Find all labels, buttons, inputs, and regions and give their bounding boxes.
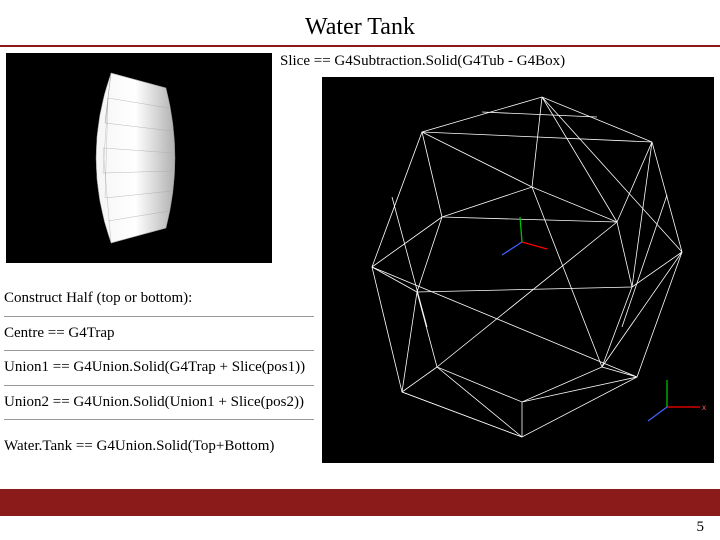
construction-steps: Construct Half (top or bottom): Centre =…	[4, 282, 314, 464]
content-area: Slice == G4Subtraction.Solid(G4Tub - G4B…	[0, 47, 720, 55]
construct-line-2: Union1 == G4Union.Solid(G4Trap + Slice(p…	[4, 351, 314, 386]
construct-line-1: Centre == G4Trap	[4, 317, 314, 352]
slice-render	[6, 53, 272, 263]
footer-bar	[0, 490, 720, 516]
page-title: Water Tank	[305, 14, 415, 41]
construct-line-4: Water.Tank == G4Union.Solid(Top+Bottom)	[4, 430, 314, 464]
slice-formula: Slice == G4Subtraction.Solid(G4Tub - G4B…	[280, 53, 565, 70]
tank-wireframe: x	[322, 77, 714, 463]
axis-x-label: x	[702, 403, 706, 412]
page-number: 5	[697, 519, 705, 536]
construct-line-3: Union2 == G4Union.Solid(Union1 + Slice(p…	[4, 386, 314, 421]
construct-heading: Construct Half (top or bottom):	[4, 282, 314, 317]
